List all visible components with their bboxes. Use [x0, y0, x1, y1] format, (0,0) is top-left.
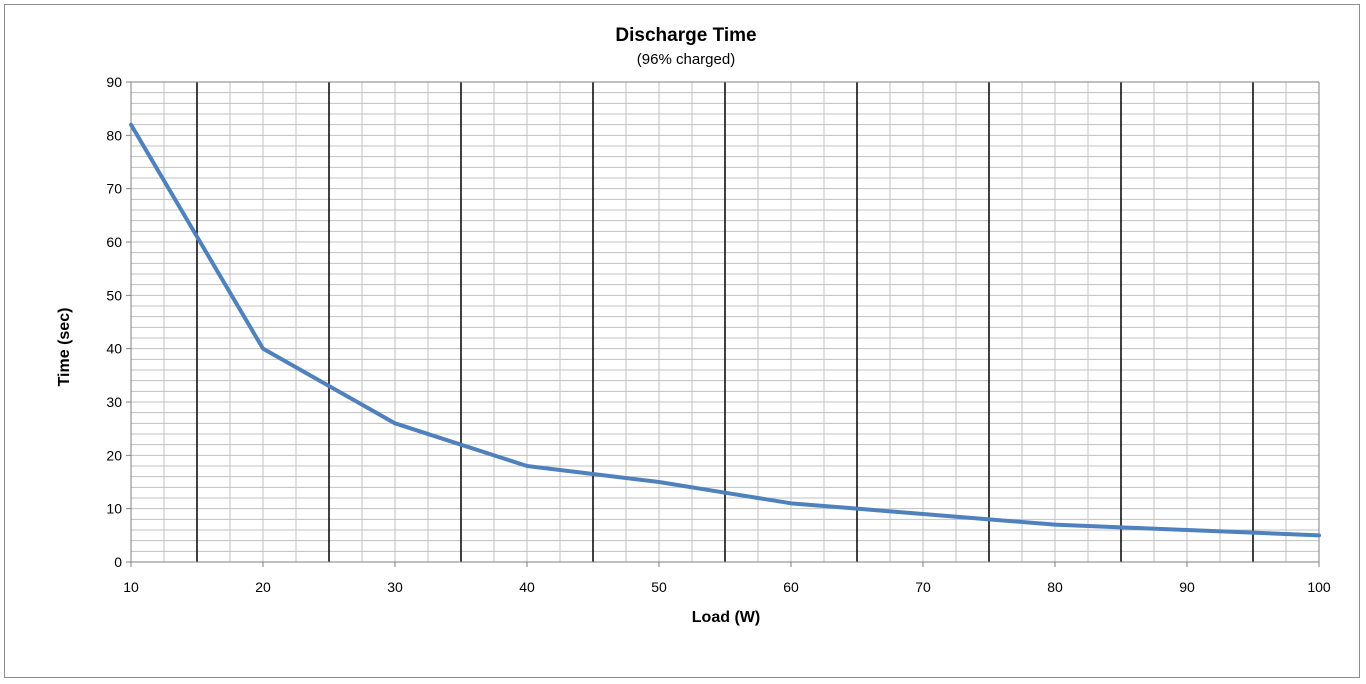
y-tick-label: 20 — [106, 447, 122, 463]
x-axis-label: Load (W) — [692, 609, 760, 626]
y-tick-label: 10 — [106, 501, 122, 517]
y-tick-label: 40 — [106, 341, 122, 357]
y-tick-label: 80 — [106, 127, 122, 143]
chart-title: Discharge Time — [615, 25, 756, 46]
x-tick-label: 40 — [519, 579, 535, 595]
y-tick-label: 90 — [106, 74, 122, 90]
x-tick-label: 70 — [915, 579, 931, 595]
major-grid — [196, 82, 1254, 562]
y-tick-label: 30 — [106, 394, 122, 410]
x-tick-labels: 10 20 30 40 50 60 70 80 90 100 — [123, 562, 1331, 595]
y-tick-label: 70 — [106, 181, 122, 197]
y-tick-label: 50 — [106, 287, 122, 303]
y-tick-labels: 0 10 20 30 40 50 60 70 80 90 — [106, 74, 131, 570]
y-axis-label: Time (sec) — [56, 308, 73, 387]
x-tick-label: 30 — [387, 579, 403, 595]
x-tick-label: 50 — [651, 579, 667, 595]
x-tick-label: 80 — [1047, 579, 1063, 595]
x-tick-label: 10 — [123, 579, 139, 595]
x-tick-label: 100 — [1307, 579, 1331, 595]
chart-subtitle: (96% charged) — [637, 51, 735, 68]
y-tick-label: 60 — [106, 234, 122, 250]
x-tick-label: 90 — [1179, 579, 1195, 595]
x-tick-label: 20 — [255, 579, 271, 595]
x-tick-label: 60 — [783, 579, 799, 595]
series-layer — [129, 122, 1321, 538]
y-tick-label: 0 — [114, 554, 122, 570]
axes — [130, 81, 1320, 563]
